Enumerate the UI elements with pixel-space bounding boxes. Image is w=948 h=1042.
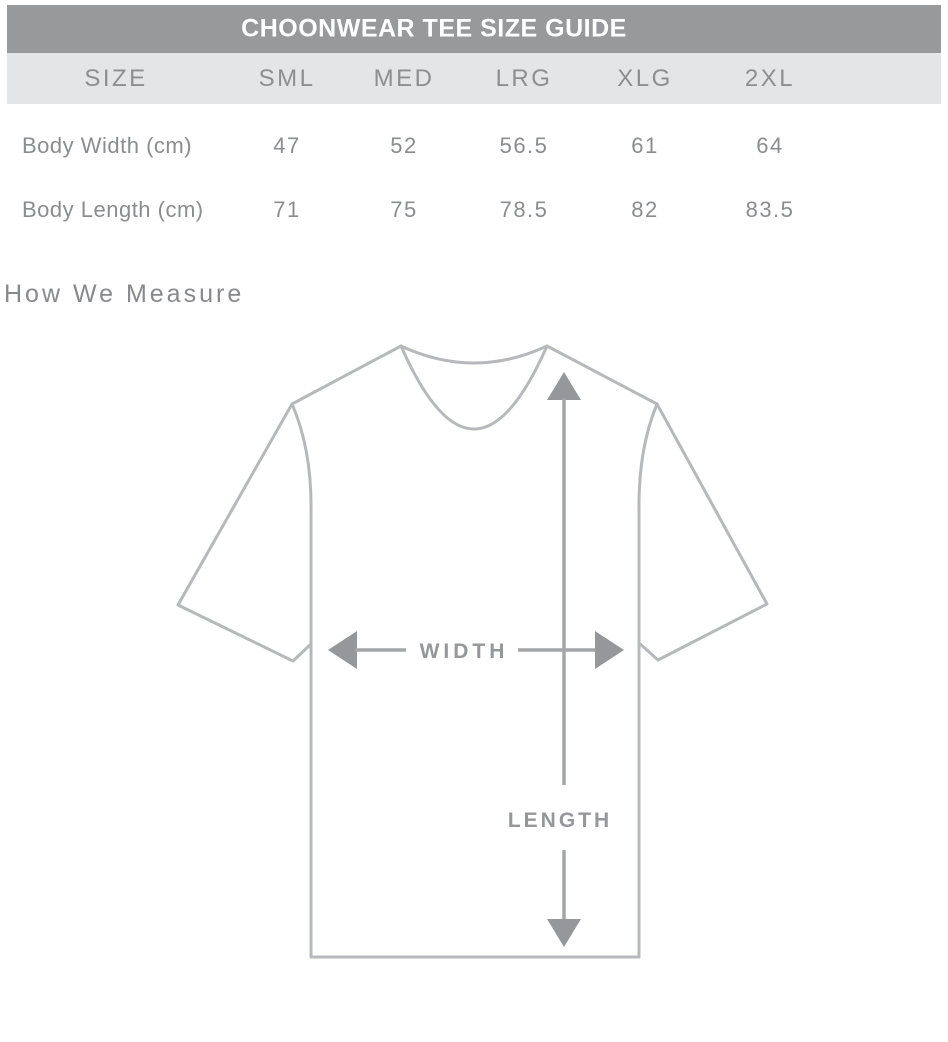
shirt-right-sleeve bbox=[545, 344, 769, 662]
body-length-lrg: 78.5 bbox=[499, 197, 549, 222]
body-width-med: 52 bbox=[390, 133, 418, 158]
length-label: LENGTH bbox=[508, 809, 612, 832]
length-arrowhead-up-icon bbox=[547, 372, 581, 400]
length-arrow: LENGTH bbox=[508, 372, 612, 947]
row-label-body-length: Body Length (cm) bbox=[22, 197, 204, 222]
body-length-med: 75 bbox=[390, 197, 418, 222]
row-label-body-width: Body Width (cm) bbox=[22, 133, 193, 158]
length-arrowhead-down-icon bbox=[547, 919, 581, 947]
body-length-xlg: 82 bbox=[631, 197, 659, 222]
shirt-collar-back bbox=[399, 344, 549, 365]
width-arrowhead-right-icon bbox=[595, 631, 624, 669]
table-row-body-length: Body Length (cm) 71 75 78.5 82 83.5 bbox=[0, 182, 948, 238]
table-row-body-width: Body Width (cm) 47 52 56.5 61 64 bbox=[0, 118, 948, 174]
column-header-2xl: 2XL bbox=[744, 64, 796, 92]
size-guide-title: CHOONWEAR TEE SIZE GUIDE bbox=[241, 14, 627, 43]
body-width-2xl: 64 bbox=[756, 133, 784, 158]
column-header-sml: SML bbox=[258, 64, 316, 92]
shirt-collar-front bbox=[399, 344, 549, 431]
body-length-sml: 71 bbox=[273, 197, 301, 222]
body-width-xlg: 61 bbox=[631, 133, 659, 158]
shirt-body bbox=[290, 402, 659, 959]
column-header-xlg: XLG bbox=[617, 64, 673, 92]
size-guide-header-band: CHOONWEAR TEE SIZE GUIDE bbox=[7, 5, 941, 53]
column-header-size: SIZE bbox=[84, 64, 148, 92]
width-arrow: WIDTH bbox=[328, 631, 624, 669]
size-row-band bbox=[7, 53, 941, 104]
size-header-row: SIZE SML MED LRG XLG 2XL bbox=[0, 53, 948, 104]
tshirt-outline bbox=[176, 344, 769, 959]
width-label: WIDTH bbox=[420, 640, 509, 663]
shirt-left-sleeve bbox=[176, 344, 403, 663]
body-width-sml: 47 bbox=[273, 133, 301, 158]
body-width-lrg: 56.5 bbox=[499, 133, 549, 158]
column-header-med: MED bbox=[373, 64, 435, 92]
column-header-lrg: LRG bbox=[495, 64, 553, 92]
width-arrowhead-left-icon bbox=[328, 631, 357, 669]
body-length-2xl: 83.5 bbox=[745, 197, 795, 222]
section-heading-how-we-measure: How We Measure bbox=[4, 280, 245, 308]
